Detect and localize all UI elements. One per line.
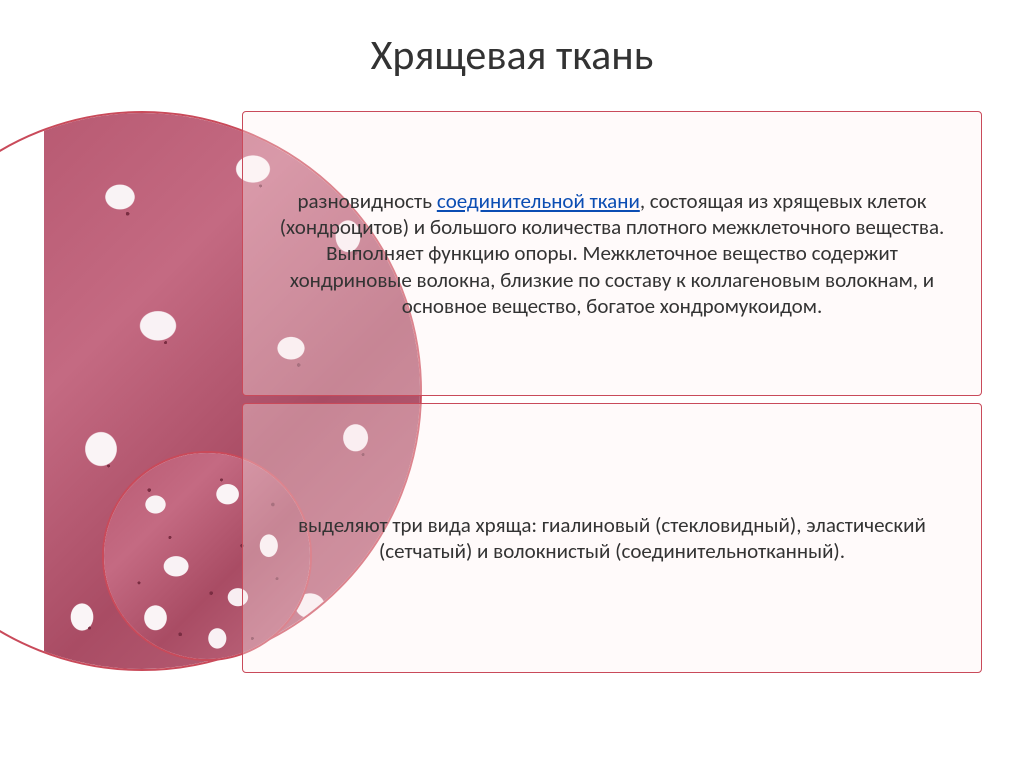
description-text-1: разновидность соединительной ткани, сост…	[267, 188, 957, 319]
description-box-2: выделяют три вида хряща: гиалиновый (сте…	[242, 403, 982, 673]
connective-tissue-link[interactable]: соединительной ткани	[437, 188, 640, 214]
slide: Хрящевая ткань разновидность соединитель…	[0, 0, 1024, 768]
slide-title: Хрящевая ткань	[40, 30, 984, 81]
description-text-2: выделяют три вида хряща: гиалиновый (сте…	[267, 512, 957, 565]
slide-content: разновидность соединительной ткани, сост…	[42, 111, 982, 711]
text-before-link: разновидность	[297, 188, 436, 214]
description-box-1: разновидность соединительной ткани, сост…	[242, 111, 982, 396]
